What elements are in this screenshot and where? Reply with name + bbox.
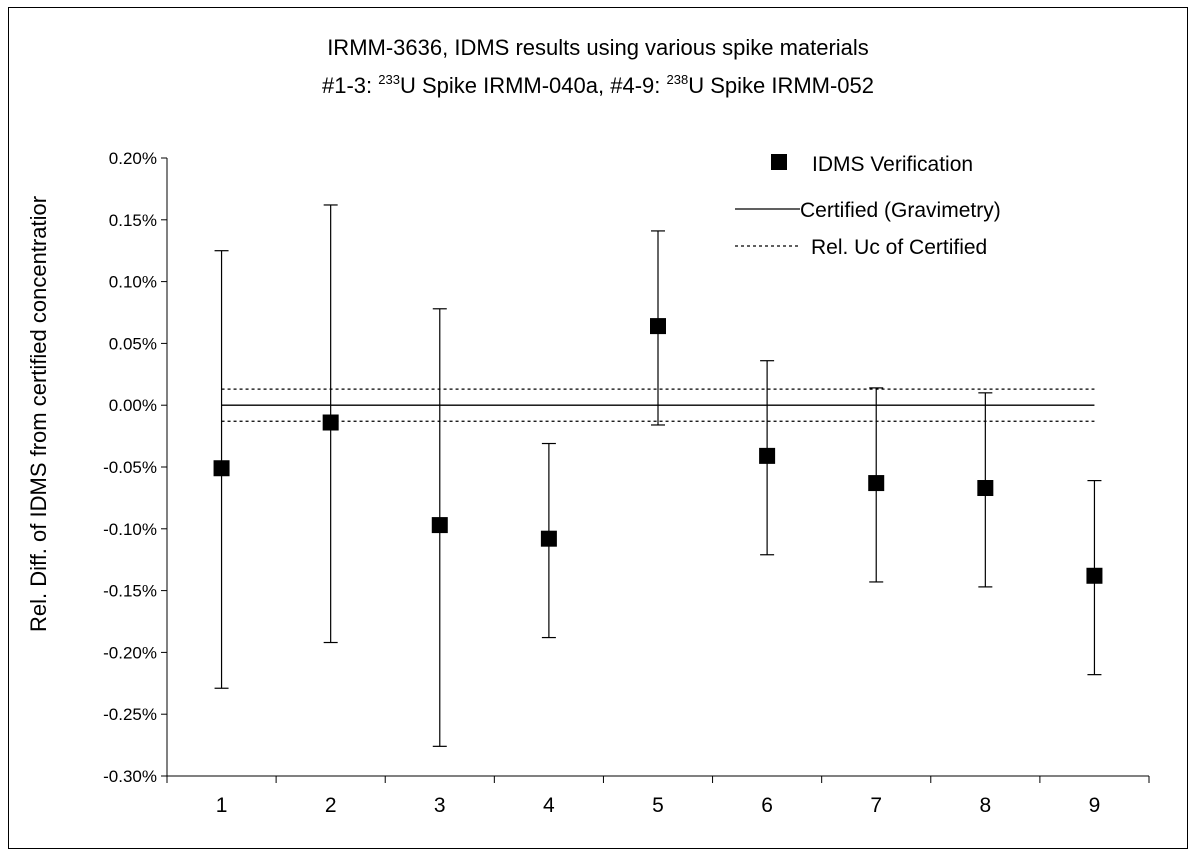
y-tick-label: 0.10% <box>109 273 157 292</box>
y-tick-label: 0.15% <box>109 211 157 230</box>
y-tick-label: -0.25% <box>103 705 157 724</box>
x-tick-label: 2 <box>325 794 337 817</box>
legend-label: Rel. Uc of Certified <box>811 236 987 259</box>
plot-area: 0.20% 0.15% 0.10% 0.05% 0.00% -0.05% -0.10% -0.… <box>103 149 1149 817</box>
data-point <box>541 531 557 547</box>
chart-title-line2: #1-3: 233U Spike IRMM-040a, #4-9: 238U S… <box>322 72 874 98</box>
data-point <box>323 415 339 431</box>
legend: IDMS Verification Certified (Gravimetry) R… <box>735 153 1001 259</box>
data-point <box>432 517 448 533</box>
x-tick-label: 8 <box>979 794 991 817</box>
data-point <box>868 475 884 491</box>
y-tick-label: -0.30% <box>103 767 157 786</box>
x-tick-label: 9 <box>1089 794 1101 817</box>
y-tick-label: 0.05% <box>109 334 157 353</box>
y-tick-label: -0.15% <box>103 582 157 601</box>
legend-label: Certified (Gravimetry) <box>800 199 1001 222</box>
x-tick-label: 7 <box>870 794 882 817</box>
data-point <box>650 318 666 334</box>
x-tick-label: 4 <box>543 794 555 817</box>
x-tick-label: 1 <box>216 794 228 817</box>
y-tick-label: -0.05% <box>103 458 157 477</box>
legend-marker-square <box>771 154 787 170</box>
y-axis-label: Rel. Diff. of IDMS from certified concen… <box>26 196 51 632</box>
x-tick-label: 6 <box>761 794 773 817</box>
legend-label: IDMS Verification <box>812 153 973 176</box>
data-point <box>759 448 775 464</box>
y-tick-label: 0.00% <box>109 396 157 415</box>
data-point <box>1086 568 1102 584</box>
data-point <box>214 460 230 476</box>
y-tick-label: -0.20% <box>103 643 157 662</box>
y-tick-label: -0.10% <box>103 520 157 539</box>
chart-title-line1: IRMM-3636, IDMS results using various sp… <box>327 35 869 60</box>
x-tick-label: 5 <box>652 794 664 817</box>
x-tick-label: 3 <box>434 794 446 817</box>
y-tick-label: 0.20% <box>109 149 157 168</box>
data-point <box>977 480 993 496</box>
